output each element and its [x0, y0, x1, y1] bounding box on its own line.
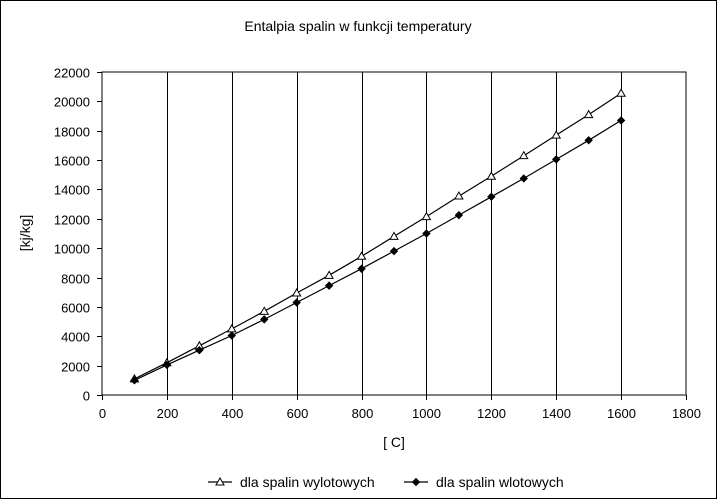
axes: 0 200 400 600 800 1000 1200 1400 1600 18000200040…	[54, 66, 701, 422]
series-line-2	[134, 119, 622, 381]
y-tick-label: 8000	[61, 272, 90, 287]
y-axis-label: [kj/kg]	[17, 215, 33, 252]
data-point-series-2	[260, 315, 269, 324]
legend-marker-1	[215, 476, 225, 486]
y-tick-label: 20000	[54, 95, 90, 110]
data-point-series-2	[324, 281, 334, 290]
y-tick-label: 6000	[61, 301, 90, 316]
data-point-series-2	[519, 174, 528, 183]
data-point-series-1	[454, 191, 464, 200]
y-tick-label: 18000	[54, 125, 90, 140]
data-point-series-2	[422, 229, 431, 238]
y-tick-label: 2000	[61, 360, 90, 375]
data-point-series-1	[616, 88, 626, 97]
x-tick-label: 1400	[542, 406, 571, 421]
y-tick-label: 4000	[61, 330, 90, 345]
data-point-series-1	[551, 130, 562, 139]
data-point-series-2	[227, 331, 236, 340]
data-point-series-1	[389, 231, 399, 240]
x-axis-label: [ C]	[383, 434, 405, 450]
legend-label-1: dla spalin wylotowych	[240, 474, 375, 490]
data-point-series-1	[486, 171, 497, 180]
data-point-series-1	[356, 251, 367, 260]
x-tick-label: 0	[99, 406, 106, 421]
x-tick-label: 1600	[607, 406, 636, 421]
x-tick-label: 200	[157, 406, 179, 421]
data-point-series-1	[324, 270, 334, 279]
y-tick-label: 16000	[54, 154, 90, 169]
data-point-series-2	[584, 136, 593, 145]
data-point-series-2	[616, 116, 626, 125]
y-tick-label: 12000	[54, 213, 90, 228]
x-tick-label: 800	[352, 406, 374, 421]
y-tick-label: 14000	[54, 183, 90, 198]
data-point-series-2	[162, 360, 172, 370]
data-point-series-1	[421, 211, 432, 221]
x-tick-label: 600	[287, 406, 309, 421]
chart-title: Entalpia spalin w funkcji temperatury	[244, 18, 471, 34]
legend: dla spalin wylotowych dla spalin wlotowyc…	[208, 474, 564, 490]
data-point-series-2	[454, 210, 464, 220]
legend-label-2: dla spalin wlotowych	[436, 474, 564, 490]
series-line-1	[134, 92, 622, 380]
y-tick-label: 10000	[54, 242, 90, 257]
y-tick-label: 0	[83, 389, 90, 404]
x-tick-label: 1200	[477, 406, 506, 421]
series-lines	[129, 88, 626, 385]
data-point-series-2	[357, 264, 366, 273]
x-tick-label: 400	[222, 406, 244, 421]
data-point-series-2	[292, 298, 301, 307]
data-point-series-2	[389, 246, 399, 256]
x-tick-label: 1000	[412, 406, 441, 421]
data-point-series-2	[130, 376, 139, 385]
y-tick-label: 22000	[54, 66, 90, 81]
data-point-series-1	[518, 150, 529, 160]
legend-marker-2	[411, 477, 421, 487]
data-point-series-1	[583, 109, 594, 119]
x-tick-label: 1800	[672, 406, 701, 421]
data-point-series-1	[291, 287, 302, 297]
data-point-series-2	[487, 192, 496, 202]
data-point-series-2	[552, 155, 561, 164]
data-point-series-1	[259, 306, 270, 315]
data-point-series-2	[195, 346, 204, 355]
